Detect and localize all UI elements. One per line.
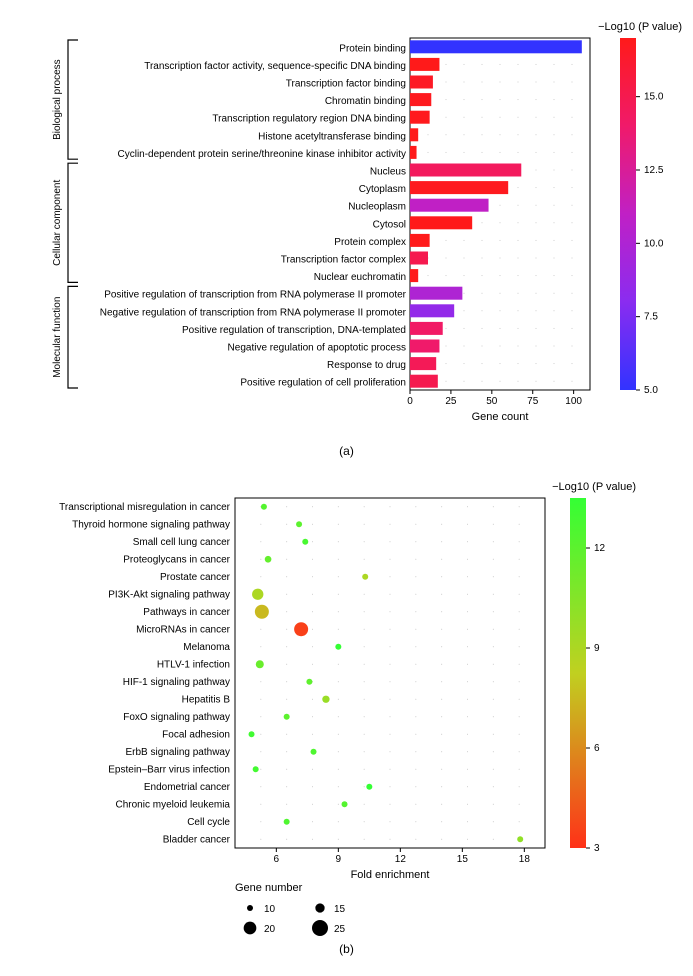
svg-text:12: 12 [395,854,407,865]
svg-text:Transcription factor complex: Transcription factor complex [281,255,406,266]
panel-a: Protein binding Transcription factor acti… [10,10,683,458]
svg-text:FoxO signaling pathway: FoxO signaling pathway [123,712,230,723]
svg-text:100: 100 [565,396,582,407]
svg-text:Transcriptional misregulation: Transcriptional misregulation in cancer [59,502,230,513]
subfig-label-a: (a) [10,444,683,458]
svg-text:Positive regulation of transcr: Positive regulation of transcription, DN… [182,325,406,336]
svg-text:Nuclear euchromatin: Nuclear euchromatin [314,272,406,283]
svg-text:Protein complex: Protein complex [334,237,406,248]
svg-text:Pathways in cancer: Pathways in cancer [143,607,230,618]
svg-text:12.5: 12.5 [644,165,664,176]
svg-text:Transcription factor binding: Transcription factor binding [286,79,406,90]
svg-text:18: 18 [519,854,531,865]
svg-text:3: 3 [594,843,600,854]
svg-text:6: 6 [594,743,600,754]
svg-text:Small cell lung cancer: Small cell lung cancer [133,537,231,548]
svg-text:Positive regulation of transcr: Positive regulation of transcription fro… [104,290,406,301]
svg-text:Nucleoplasm: Nucleoplasm [348,202,406,213]
svg-text:0: 0 [407,396,413,407]
panel-b: Transcriptional misregulation in cancer T… [10,468,683,956]
svg-text:HIF-1 signaling pathway: HIF-1 signaling pathway [123,677,230,688]
svg-text:−Log10 (P value): −Log10 (P value) [552,481,636,493]
svg-text:Nucleus: Nucleus [370,167,406,178]
svg-text:9: 9 [336,854,342,865]
svg-text:Melanoma: Melanoma [183,642,230,653]
panel-a-svg: Protein binding Transcription factor acti… [10,10,693,440]
svg-text:MicroRNAs in cancer: MicroRNAs in cancer [136,624,231,635]
svg-text:Histone acetyltransferase bind: Histone acetyltransferase binding [258,131,406,142]
svg-text:Cytosol: Cytosol [373,219,406,230]
svg-text:Chromatin binding: Chromatin binding [325,96,406,107]
svg-text:Cell cycle: Cell cycle [187,817,230,828]
svg-text:7.5: 7.5 [644,312,658,323]
svg-text:6: 6 [274,854,280,865]
svg-text:Positive regulation of cell pr: Positive regulation of cell proliferatio… [240,378,406,389]
svg-text:Protein binding: Protein binding [339,43,406,54]
svg-text:Molecular function: Molecular function [52,297,63,378]
svg-text:−Log10 (P value): −Log10 (P value) [598,21,682,33]
svg-text:25: 25 [445,396,457,407]
svg-text:Bladder cancer: Bladder cancer [163,834,231,845]
svg-text:Prostate cancer: Prostate cancer [160,572,231,583]
svg-text:25: 25 [334,924,346,935]
svg-text:Fold enrichment: Fold enrichment [351,869,430,881]
subfig-label-b: (b) [10,942,683,956]
svg-text:50: 50 [486,396,498,407]
svg-text:Transcription regulatory regio: Transcription regulatory region DNA bind… [212,114,406,125]
svg-text:15: 15 [334,904,346,915]
svg-text:20: 20 [264,924,276,935]
svg-text:Epstein–Barr virus infection: Epstein–Barr virus infection [108,764,230,775]
svg-text:Hepatitis B: Hepatitis B [182,694,231,705]
svg-text:ErbB signaling pathway: ErbB signaling pathway [125,747,230,758]
svg-text:15.0: 15.0 [644,92,664,103]
svg-text:Gene count: Gene count [472,411,529,423]
svg-text:Negative regulation of transcr: Negative regulation of transcription fro… [100,307,407,318]
svg-text:Proteoglycans in cancer: Proteoglycans in cancer [123,554,230,565]
svg-text:5.0: 5.0 [644,385,658,396]
svg-text:HTLV-1 infection: HTLV-1 infection [157,659,230,670]
svg-text:Cellular component: Cellular component [52,180,63,266]
svg-text:Focal adhesion: Focal adhesion [162,729,230,740]
svg-text:Chronic myeloid leukemia: Chronic myeloid leukemia [116,799,231,810]
svg-text:10.0: 10.0 [644,238,664,249]
svg-text:Response to drug: Response to drug [327,360,406,371]
svg-text:Endometrial cancer: Endometrial cancer [144,782,231,793]
svg-text:15: 15 [457,854,469,865]
svg-text:12: 12 [594,543,606,554]
svg-text:Cyclin-dependent protein serin: Cyclin-dependent protein serine/threonin… [118,149,407,160]
svg-text:Cytoplasm: Cytoplasm [359,184,406,195]
svg-text:Negative regulation of apoptot: Negative regulation of apoptotic process [228,343,406,354]
svg-text:10: 10 [264,904,276,915]
svg-text:Transcription factor activity,: Transcription factor activity, sequence-… [144,61,406,72]
panel-b-svg: Transcriptional misregulation in cancer T… [10,468,693,938]
svg-text:9: 9 [594,643,600,654]
svg-text:75: 75 [527,396,539,407]
svg-text:PI3K-Akt signaling pathway: PI3K-Akt signaling pathway [108,589,230,600]
svg-text:Thyroid hormone signaling path: Thyroid hormone signaling pathway [72,519,230,530]
svg-text:Gene number: Gene number [235,882,303,894]
svg-text:Biological process: Biological process [52,59,63,140]
